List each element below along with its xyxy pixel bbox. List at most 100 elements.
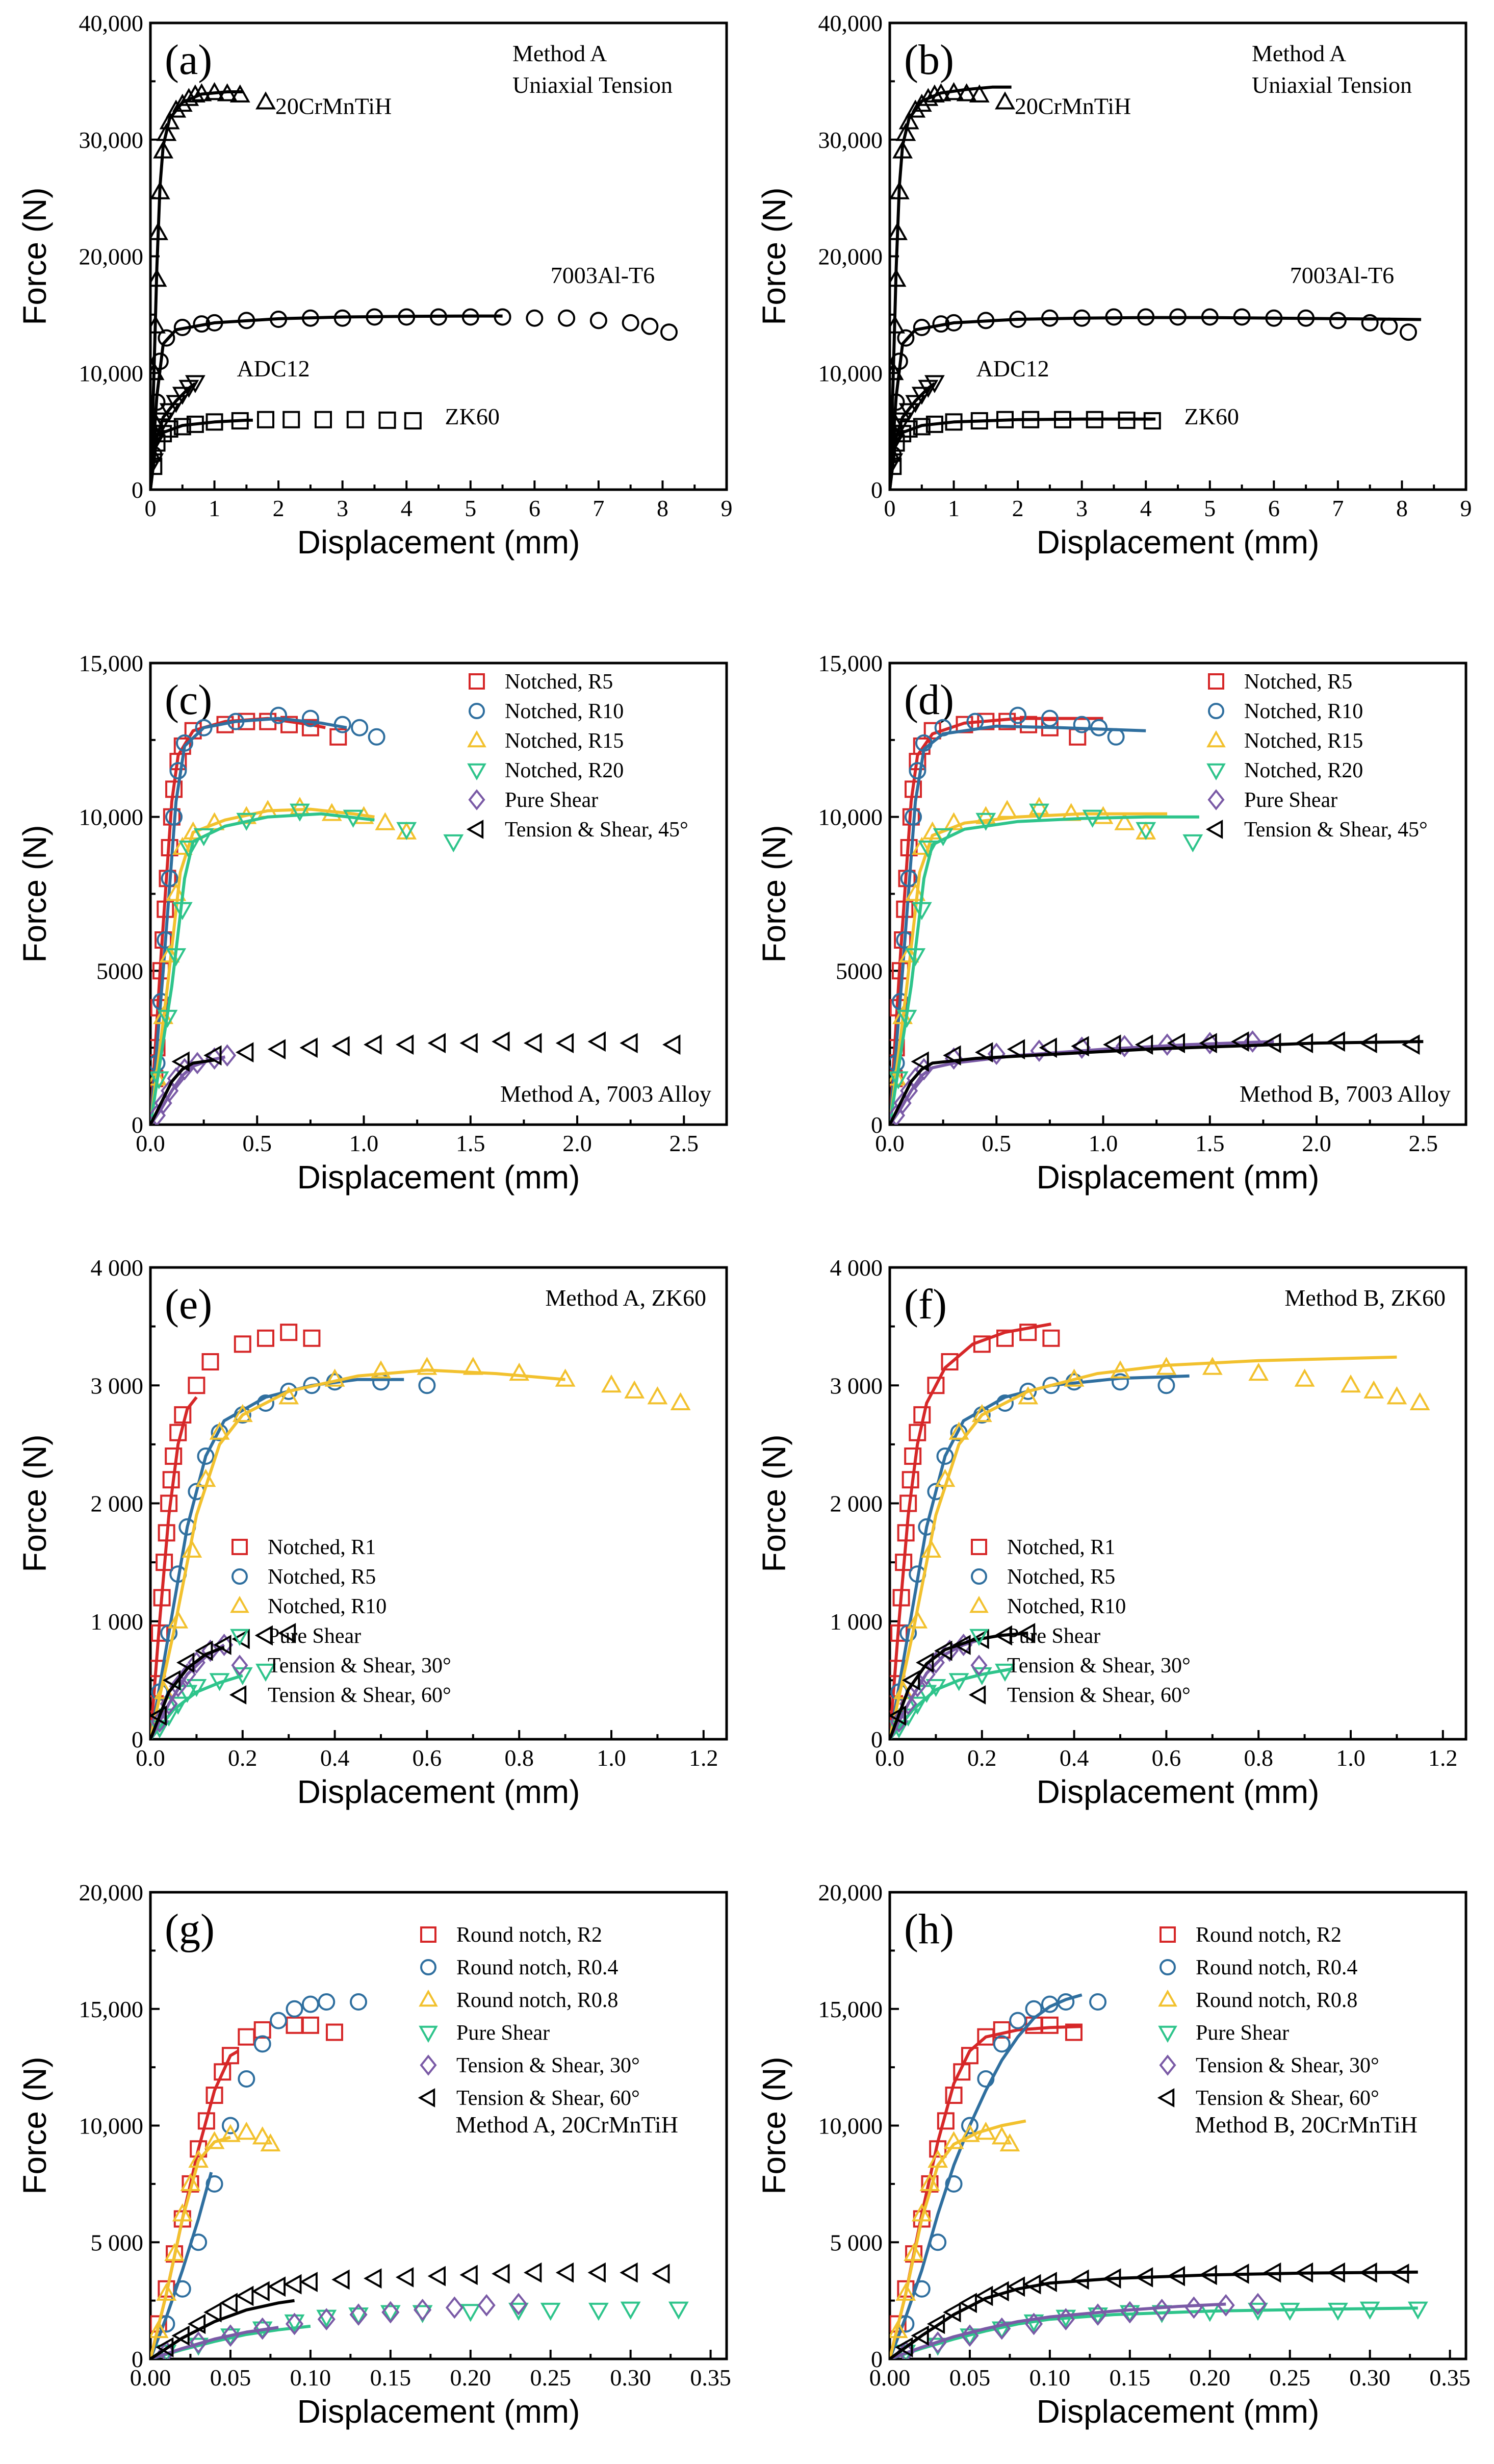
data-point	[971, 1629, 989, 1649]
x-tick-label: 0.8	[1244, 1745, 1273, 1771]
data-point	[172, 902, 193, 920]
data-point	[492, 2264, 510, 2284]
data-point	[892, 140, 913, 159]
data-point	[945, 2175, 963, 2193]
panel-label: (d)	[904, 676, 954, 724]
series-label: 20CrMnTiH	[275, 93, 392, 119]
fit-line-notched-r10	[150, 1368, 565, 1739]
data-point	[150, 1705, 167, 1726]
legend-label: Tension & Shear, 45°	[1244, 818, 1428, 842]
x-tick-label: 5	[465, 495, 476, 521]
x-tick-label: 0.2	[228, 1745, 257, 1771]
fit-line-notched-r1	[890, 1323, 1051, 1739]
data-point	[218, 1044, 237, 1067]
data-point	[1057, 2308, 1075, 2331]
data-point	[209, 1421, 230, 1440]
y-tick-label: 3 000	[91, 1373, 144, 1399]
data-point	[375, 812, 396, 830]
data-point	[909, 1424, 926, 1441]
x-tick-label: 0.4	[320, 1745, 350, 1771]
data-point	[381, 2301, 400, 2324]
legend-label: Tension & Shear, 60°	[456, 2087, 640, 2110]
legend-marker	[420, 1926, 436, 1943]
data-point	[911, 2325, 929, 2346]
data-point	[997, 800, 1018, 818]
x-tick-label: 1.5	[1195, 1130, 1225, 1156]
data-point	[1137, 308, 1155, 326]
data-point	[918, 841, 939, 859]
data-point	[911, 2203, 932, 2222]
data-point	[1359, 2301, 1380, 2320]
data-point	[1121, 2301, 1139, 2324]
data-point	[333, 716, 351, 733]
data-point	[427, 1033, 446, 1054]
data-point	[286, 2000, 303, 2018]
x-tick-label: 0.10	[290, 2365, 331, 2391]
data-point	[171, 2325, 190, 2346]
data-point	[220, 2124, 241, 2142]
data-point	[1054, 411, 1071, 428]
legend: Notched, R1 Notched, R5 Notched, R10 Pure S…	[968, 1536, 1191, 1707]
data-point	[278, 1386, 299, 1405]
legend-marker	[420, 2054, 437, 2076]
y-tick-label: 10,000	[79, 360, 144, 386]
legend-marker	[230, 1595, 249, 1613]
data-layer	[150, 82, 678, 490]
y-axis-title: Force (N)	[16, 2056, 53, 2194]
data-point	[321, 803, 342, 821]
data-point	[209, 1673, 230, 1691]
data-point	[1279, 2302, 1300, 2321]
data-point	[896, 1009, 917, 1028]
y-tick-label: 0	[871, 1112, 883, 1138]
y-tick-label: 5000	[96, 958, 143, 984]
data-point	[948, 1421, 969, 1440]
x-tick-label: 2.5	[669, 1130, 699, 1156]
data-point	[931, 83, 951, 101]
data-point	[191, 83, 212, 101]
data-point	[1071, 1036, 1089, 1057]
x-tick-label: 2.0	[562, 1130, 592, 1156]
data-point	[1265, 309, 1283, 327]
data-point	[977, 2070, 995, 2088]
data-point	[150, 393, 166, 411]
data-point	[890, 434, 905, 452]
panel-label: (h)	[904, 1906, 954, 1953]
data-point	[1153, 2298, 1171, 2321]
x-tick-label: 0.20	[450, 2365, 492, 2391]
y-tick-label: 30,000	[818, 127, 883, 153]
legend-label: Tension & Shear, 30°	[456, 2054, 640, 2077]
data-point	[324, 1368, 345, 1387]
data-point	[205, 2087, 223, 2104]
data-point	[898, 403, 919, 421]
data-point	[1359, 2262, 1377, 2283]
x-axis-title: Displacement (mm)	[297, 1159, 580, 1196]
data-point	[1029, 797, 1049, 815]
x-tick-label: 0.0	[875, 1745, 905, 1771]
data-point	[555, 1368, 576, 1387]
y-axis-title: Force (N)	[756, 2056, 792, 2194]
x-tick-label: 6	[1268, 495, 1280, 521]
data-point	[647, 1386, 668, 1405]
fit-line-round-notch-r0-8	[890, 2119, 1026, 2359]
data-point	[913, 319, 931, 337]
data-point	[477, 2294, 496, 2317]
data-point	[380, 2305, 401, 2323]
data-point	[172, 387, 193, 405]
data-point	[1248, 1362, 1269, 1381]
data-point	[943, 82, 964, 100]
data-point	[351, 719, 369, 736]
data-point	[993, 2021, 1011, 2039]
x-tick-label: 1	[209, 495, 220, 521]
data-point	[317, 2308, 336, 2331]
data-point	[187, 2314, 206, 2334]
x-tick-label: 0.25	[1269, 2365, 1310, 2391]
fit-line-zk60	[150, 418, 253, 490]
data-point	[1009, 311, 1027, 328]
legend-label: Tension & Shear, 60°	[1196, 2087, 1379, 2110]
x-tick-label: 1.0	[1089, 1130, 1118, 1156]
data-point	[1409, 1392, 1430, 1410]
data-point	[195, 1468, 216, 1487]
legend-label: Round notch, R0.4	[1196, 1956, 1357, 1979]
data-point	[280, 716, 298, 733]
data-point	[1201, 308, 1219, 326]
